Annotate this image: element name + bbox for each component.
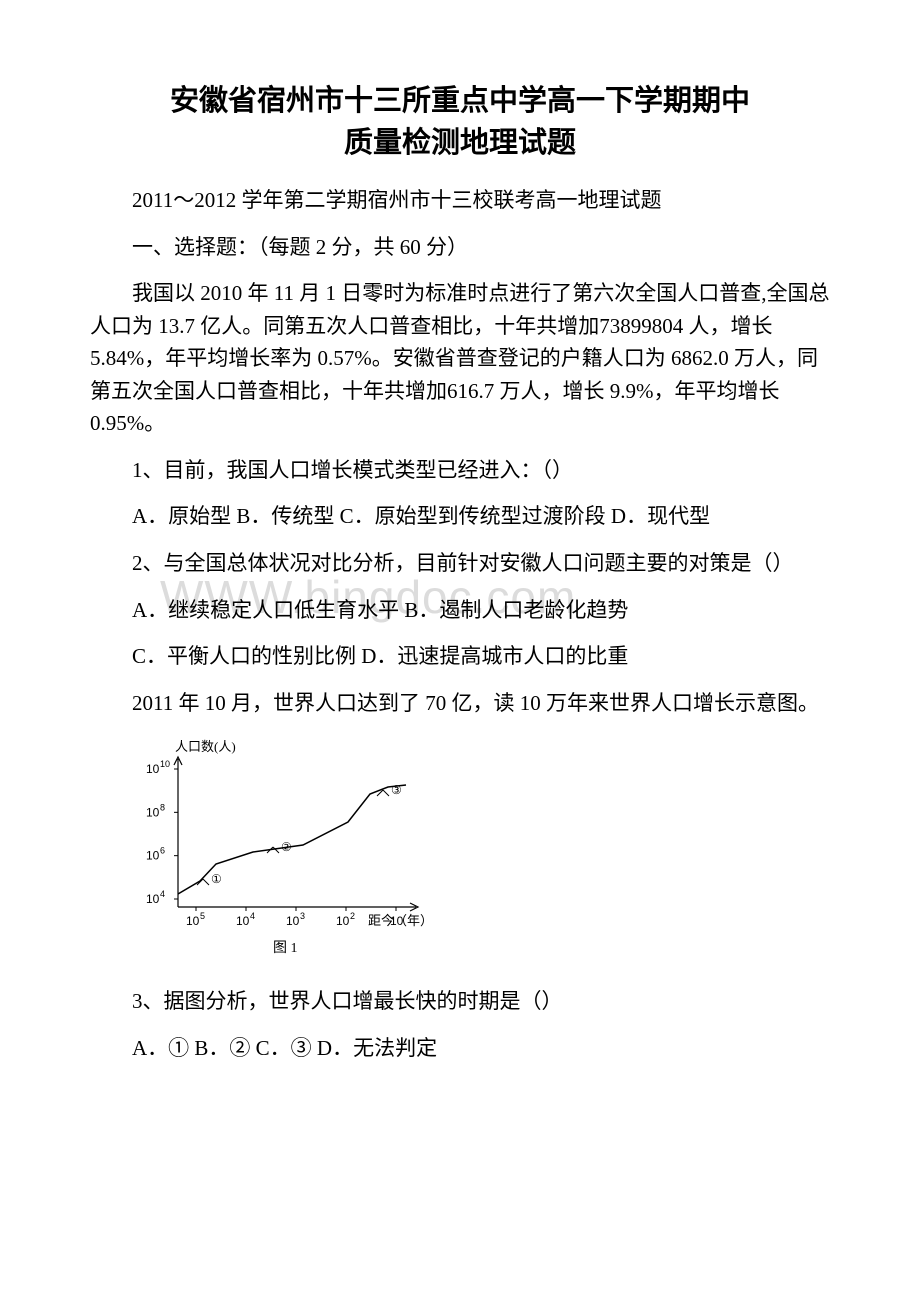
title-line-2: 质量检测地理试题 bbox=[344, 127, 576, 159]
question-2-options-ab: A．继续稳定人口低生育水平 B．遏制人口老龄化趋势 bbox=[90, 594, 830, 627]
svg-text:10: 10 bbox=[146, 849, 160, 863]
svg-text:10: 10 bbox=[286, 914, 300, 928]
question-1-options: A．原始型 B．传统型 C．原始型到传统型过渡阶段 D．现代型 bbox=[90, 500, 830, 533]
question-3-options: A．① B．② C．③ D．无法判定 bbox=[90, 1032, 830, 1065]
svg-text:6: 6 bbox=[160, 846, 165, 856]
svg-text:4: 4 bbox=[160, 889, 165, 899]
svg-text:②: ② bbox=[281, 840, 292, 854]
svg-text:10: 10 bbox=[336, 914, 350, 928]
section-header-1: 一、选择题：（每题 2 分，共 60 分） bbox=[90, 231, 830, 264]
svg-text:10: 10 bbox=[186, 914, 200, 928]
question-2-options-cd: C．平衡人口的性别比例 D．迅速提高城市人口的比重 bbox=[90, 640, 830, 673]
intro-paragraph-2: 2011 年 10 月，世界人口达到了 70 亿，读 10 万年来世界人口增长示… bbox=[90, 687, 830, 720]
svg-text:10: 10 bbox=[146, 806, 160, 820]
question-3: 3、据图分析，世界人口增最长快的时期是（） bbox=[90, 985, 830, 1018]
question-1: 1、目前，我国人口增长模式类型已经进入：（） bbox=[90, 454, 830, 487]
svg-text:8: 8 bbox=[160, 803, 165, 813]
svg-text:图 1: 图 1 bbox=[273, 941, 298, 956]
document-content: 安徽省宿州市十三所重点中学高一下学期期中 质量检测地理试题 2011～2012 … bbox=[90, 80, 830, 1064]
svg-text:3: 3 bbox=[300, 911, 305, 921]
svg-text:①: ① bbox=[211, 872, 222, 886]
svg-text:4: 4 bbox=[250, 911, 255, 921]
svg-text:10: 10 bbox=[160, 759, 170, 769]
intro-paragraph-1: 我国以 2010 年 11 月 1 日零时为标准时点进行了第六次全国人口普查,全… bbox=[90, 277, 830, 440]
subtitle: 2011～2012 学年第二学期宿州市十三校联考高一地理试题 bbox=[90, 184, 830, 217]
population-chart: 人口数(人)104106108101010510410310210距今（年）①②… bbox=[130, 737, 830, 967]
svg-text:人口数(人): 人口数(人) bbox=[175, 739, 236, 754]
document-title: 安徽省宿州市十三所重点中学高一下学期期中 质量检测地理试题 bbox=[90, 80, 830, 164]
svg-text:2: 2 bbox=[350, 911, 355, 921]
svg-text:距今（年）: 距今（年） bbox=[368, 913, 430, 928]
svg-text:10: 10 bbox=[146, 892, 160, 906]
svg-text:10: 10 bbox=[146, 762, 160, 776]
svg-text:10: 10 bbox=[236, 914, 250, 928]
svg-text:③: ③ bbox=[391, 783, 402, 797]
title-line-1: 安徽省宿州市十三所重点中学高一下学期期中 bbox=[170, 85, 750, 117]
svg-text:5: 5 bbox=[200, 911, 205, 921]
question-2: 2、与全国总体状况对比分析，目前针对安徽人口问题主要的对策是（） bbox=[90, 547, 830, 580]
chart-svg: 人口数(人)104106108101010510410310210距今（年）①②… bbox=[130, 737, 430, 962]
